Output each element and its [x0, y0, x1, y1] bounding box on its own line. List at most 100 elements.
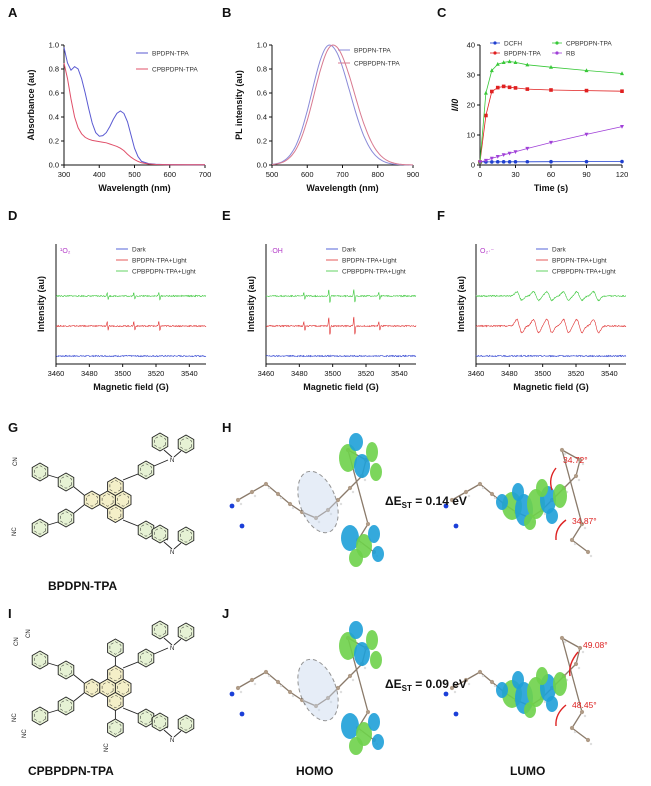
x-axis-title: Magnetic field (G): [93, 382, 169, 392]
benzene-ring: [107, 718, 124, 738]
orbital-lobe: [341, 525, 359, 551]
legend-entry: Dark: [552, 247, 566, 254]
single-bond: [163, 449, 173, 458]
data-point: [501, 153, 506, 157]
molecule-bond: [479, 671, 493, 683]
benzene-ring: [137, 520, 155, 540]
data-point: [490, 89, 494, 94]
legend-entry: Dark: [342, 247, 356, 254]
ring-inner-bond: [140, 711, 152, 725]
x-tick-label: 120: [616, 170, 629, 179]
orbital-lobe: [546, 508, 558, 524]
y-tick-label: 0.8: [49, 65, 59, 74]
carbon-atom: [463, 677, 469, 683]
molecule-bond: [301, 699, 317, 707]
hydrogen-atom: [589, 554, 593, 558]
carbon-atom: [559, 447, 565, 453]
hydrogen-atom: [303, 514, 307, 518]
x-tick-label: 3460: [258, 369, 275, 378]
pl-chart: 500 600 700 800 900 0.0 0.2 0.4 0.6 0.8 1.0 Wavelen…: [234, 41, 419, 194]
y-axis-title: Intensity (au): [36, 276, 46, 332]
single-bond: [47, 662, 59, 667]
orbital-lobe: [524, 514, 536, 530]
x-tick-label: 3520: [358, 369, 375, 378]
single-bond: [47, 709, 59, 714]
hydrogen-atom: [493, 496, 497, 500]
single-bond: [73, 486, 85, 496]
panel-letter-f: F: [437, 208, 445, 223]
nitrogen-atom: [239, 711, 245, 717]
ros-chart: 0 30 60 90 120 0 10 20 30 40 Time (s) I/I0 DCFH CPBPD…: [450, 41, 628, 194]
hydrogen-atom: [363, 666, 367, 670]
nitrogen-atom: [229, 691, 235, 697]
x-tick-label: 3520: [148, 369, 165, 378]
data-point: [584, 132, 589, 137]
hydrogen-atom: [351, 490, 355, 494]
x-tick-label: 30: [511, 170, 519, 179]
legend-marker: [555, 41, 559, 45]
benzene-ring: [31, 462, 49, 482]
hydrogen-atom: [291, 694, 295, 698]
hydrogen-atom: [317, 708, 321, 712]
y-tick-label: 0.4: [257, 113, 267, 122]
x-tick-label: 3500: [534, 369, 551, 378]
hydrogen-atom: [253, 682, 257, 686]
carbon-atom: [365, 709, 371, 715]
delta-est-j: ΔEST = 0.09 eV: [385, 677, 467, 693]
panel-letter-b: B: [222, 5, 231, 20]
y-axis-title: PL intensity (au): [234, 70, 244, 140]
series-line-cpbpdpn-tpa: [271, 44, 413, 166]
data-point: [507, 85, 512, 90]
panel-letter-a: A: [8, 5, 18, 20]
nitrogen-atom: [453, 711, 459, 717]
benzene-ring: [57, 472, 75, 492]
hydrogen-atom: [577, 666, 581, 670]
molecule-rings: NN: [31, 432, 195, 556]
x-tick-label: 600: [301, 170, 314, 179]
molecule-bond: [315, 697, 329, 707]
y-tick-label: 1.0: [49, 41, 59, 50]
data-point: [513, 150, 518, 154]
x-axis-title: Time (s): [534, 183, 568, 193]
lumo-orbital-j: [443, 635, 593, 746]
ring-inner-bond: [34, 653, 46, 667]
ring-inner-bond: [140, 523, 152, 537]
carbon-atom: [263, 669, 269, 675]
nitrogen-atom: [453, 523, 459, 529]
single-bond: [47, 521, 59, 526]
legend-entry: CPBPDPN-TPA+Light: [552, 269, 616, 276]
legend-entry: BPDPN-TPA: [354, 48, 391, 55]
molecule-rings: NN: [31, 620, 195, 744]
orbital-lobe: [366, 442, 378, 462]
esr-trace: [475, 318, 627, 334]
carbon-atom: [263, 481, 269, 487]
benzene-ring: [151, 620, 169, 640]
hydrogen-atom: [573, 542, 577, 546]
ring-inner-bond: [117, 493, 129, 507]
single-bond: [173, 638, 182, 646]
x-axis-title: Magnetic field (G): [303, 382, 379, 392]
carbon-atom: [579, 521, 585, 527]
x-tick-label: 3540: [181, 369, 198, 378]
hydrogen-atom: [239, 502, 243, 506]
series-line-bpdpn-tpa: [271, 44, 413, 166]
species-label: ¹O₂: [60, 248, 71, 255]
dihedral-angle-h-2: 34.87°: [572, 516, 597, 526]
y-axis-title: Intensity (au): [246, 276, 256, 332]
carbon-atom: [325, 695, 331, 701]
x-tick-label: 600: [163, 170, 176, 179]
carbon-atom: [577, 457, 583, 463]
molecule-bond: [571, 727, 589, 741]
orbital-lobe: [496, 682, 508, 698]
ring-inner-bond: [86, 681, 98, 695]
ring-inner-bond: [140, 651, 152, 665]
carbon-atom: [249, 677, 255, 683]
carbon-atom: [335, 497, 341, 503]
x-tick-label: 3520: [568, 369, 585, 378]
molecule-bond: [251, 483, 267, 493]
orbital-lobe: [354, 454, 370, 478]
orbital-lobe: [536, 479, 548, 497]
carbon-atom: [275, 491, 281, 497]
hydrogen-atom: [581, 650, 585, 654]
molecule-bond: [327, 687, 339, 699]
